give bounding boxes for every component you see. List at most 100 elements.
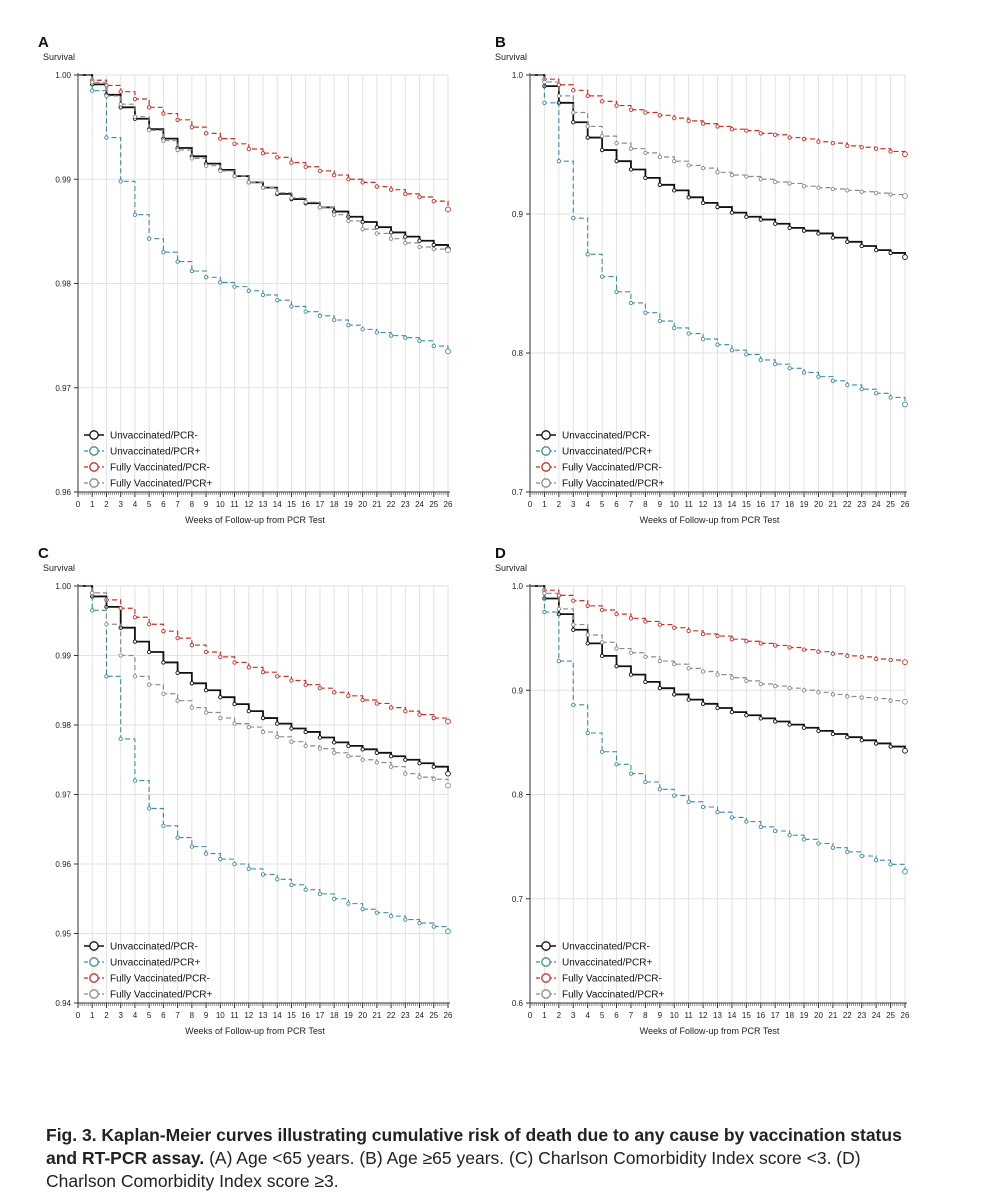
panel-b-x-tick-label: 24 (872, 500, 881, 509)
panel-d-series-4-point (859, 695, 864, 700)
panel-c-x-tick-label: 4 (133, 1011, 138, 1020)
panel-c-x-tick-label: 9 (204, 1011, 209, 1020)
panel-b-series-1-point (715, 204, 720, 210)
panel-d-series-4-point (556, 606, 561, 612)
panel-d-legend-label: Unvaccinated/PCR- (562, 942, 650, 953)
panel-d-series-1-point (888, 744, 893, 749)
panel-b-series-2-point (888, 395, 893, 400)
panel-a-x-tick-label: 2 (104, 500, 109, 509)
panel-c-series-1-point (232, 702, 237, 707)
panel-c-legend-swatch-marker (89, 941, 99, 951)
panel-d-series-4-point (888, 698, 893, 703)
panel-d-x-tick-label: 0 (528, 1011, 533, 1020)
panel-b-x-tick-label: 2 (557, 500, 562, 509)
panel-d-series-1-point (599, 653, 605, 658)
panel-c-x-tick-label: 25 (429, 1011, 438, 1020)
panel-d-series-1-point (585, 641, 590, 646)
panel-c-legend-label: Fully Vaccinated/PCR+ (110, 990, 213, 1001)
panel-a-series-2-point (189, 268, 194, 274)
panel-d-x-tick-label: 22 (843, 1011, 852, 1020)
panel-a-series-1-point (388, 230, 394, 235)
panel-d-series-1-point (787, 722, 792, 727)
panel-b-series-3-point (585, 93, 590, 99)
panel-b-x-tick-label: 8 (643, 500, 648, 509)
panel-d-series-4-point (700, 669, 706, 674)
panel-c-y-tick-label: 1.00 (55, 582, 71, 591)
panel-a-series-4-point (374, 231, 379, 236)
panel-c-series-2-point (374, 910, 379, 915)
panel-b-x-tick-label: 4 (585, 500, 590, 509)
panel-d-x-tick-label: 2 (557, 1011, 562, 1020)
panel-a-x-tick-label: 9 (204, 500, 209, 509)
panel-a-series-4-point (104, 93, 109, 99)
panel-b-series-1-point (686, 195, 691, 200)
panel-d-legend-label: Unvaccinated/PCR+ (562, 958, 652, 969)
panel-a-series-4-point (161, 138, 166, 143)
panel-b-x-tick-label: 1 (542, 500, 547, 509)
panel-c-x-tick-label: 15 (287, 1011, 296, 1020)
panel-c-legend-label: Unvaccinated/PCR+ (110, 958, 200, 969)
panel-b-x-tick-label: 12 (699, 500, 708, 509)
figure-caption: Fig. 3. Kaplan-Meier curves illustrating… (46, 1124, 926, 1193)
panel-c-series-3-point (232, 660, 237, 665)
panel-a-x-tick-label: 16 (301, 500, 310, 509)
panel-d-series-1-point (773, 719, 778, 724)
panel-d-x-tick-label: 17 (771, 1011, 780, 1020)
panel-d-series-4-point (801, 688, 807, 693)
panel-d-series-3-point (599, 607, 605, 613)
panel-c-x-axis-title: Weeks of Follow-up from PCR Test (185, 1026, 325, 1036)
panel-a-series-4-point (90, 80, 95, 85)
panel-b-x-tick-label: 22 (843, 500, 852, 509)
panel-b-series-1-point (787, 225, 792, 231)
panel-c-series-1-point (189, 681, 194, 686)
panel-c-x-tick-label: 24 (415, 1011, 424, 1020)
panel-b-series-2-point (773, 361, 778, 367)
panel-a-y-tick-label: 0.97 (55, 384, 71, 393)
panel-d-letter: D (495, 545, 506, 562)
panel-b-legend-swatch-marker (541, 430, 551, 440)
panel-b-series-3-point (758, 131, 763, 136)
panel-b-series-2-point (556, 159, 561, 164)
panel-b-series-2-point (571, 216, 576, 221)
panel-a-series-2-point (346, 323, 351, 328)
panel-b-series-4-point (628, 146, 634, 151)
panel-d-series-3-point (902, 659, 908, 665)
panel-d-series-3-point (773, 643, 778, 648)
panel-b-x-tick-label: 15 (742, 500, 751, 509)
panel-c-series-1-point (132, 639, 138, 644)
panel-b-series-2-point (787, 366, 792, 371)
panel-a-series-2-point (360, 327, 365, 332)
panel-d-x-tick-label: 1 (542, 1011, 547, 1020)
panel-c-series-3-point (132, 615, 138, 620)
panel-a-series-3-point (445, 206, 451, 213)
panel-b-series-4-point (643, 150, 648, 155)
panel-d-series-4-point (787, 686, 792, 691)
panel-c-y-tick-label: 0.99 (55, 652, 71, 661)
panel-c-x-tick-label: 3 (118, 1011, 123, 1020)
panel-b-series-3-point (744, 128, 749, 133)
panel-c-series-3-point (118, 606, 123, 611)
panel-c-y-tick-label: 0.97 (55, 791, 71, 800)
panel-d-series-1-point (816, 728, 821, 734)
panel-c-series-4-point (303, 743, 308, 748)
panel-c-series-2-point (417, 920, 422, 926)
panel-d-series-2-point (758, 824, 763, 829)
panel-a-series-3-point (289, 160, 294, 165)
panel-c-series-2-point (289, 882, 294, 887)
panel-b-series-1-point (614, 159, 619, 164)
panel-a-series-3-point (175, 117, 180, 122)
panel-a-series-3-point (203, 131, 209, 136)
panel-d-series-2-point (628, 771, 634, 776)
panel-d-series-2-point (614, 762, 619, 767)
panel-c-series-2-point (118, 736, 123, 742)
panel-c-series-1-point (360, 747, 365, 752)
panel-b-series-4-point (672, 159, 677, 164)
panel-d-series-2-point (744, 819, 749, 824)
panel-d-series-4-point (816, 690, 821, 695)
panel-c-series-1-point (218, 695, 223, 700)
panel-a-x-axis-title: Weeks of Follow-up from PCR Test (185, 515, 325, 525)
panel-d-series-1-point (744, 713, 749, 718)
panel-b-series-2-point (859, 386, 864, 392)
panel-b-series-3-point (657, 113, 662, 118)
panel-a-series-2-point (161, 250, 166, 255)
